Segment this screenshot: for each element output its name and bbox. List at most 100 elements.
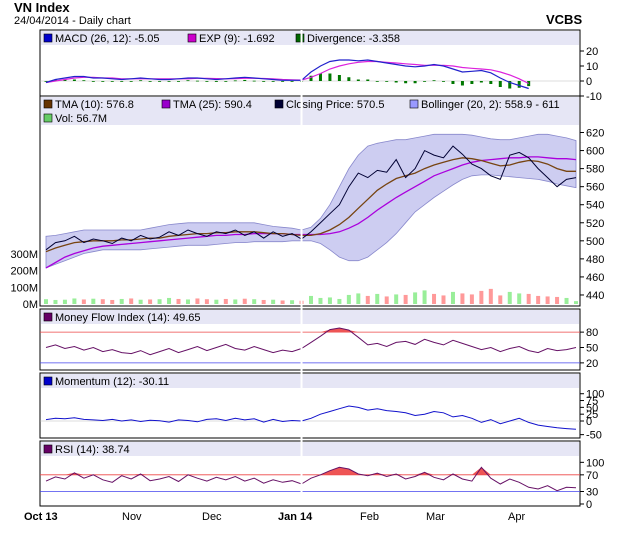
legend-swatch <box>43 113 53 123</box>
divergence-bar <box>110 81 114 82</box>
legend-swatch <box>409 99 419 109</box>
legend-label: TMA (10): 576.8 <box>55 99 134 111</box>
divergence-bar <box>356 79 360 81</box>
volume-bar <box>337 298 342 304</box>
volume-bar <box>72 298 77 304</box>
y-tick-label: 500 <box>586 236 604 248</box>
y-tick-label: -10 <box>586 91 602 103</box>
legend-swatch <box>295 33 305 43</box>
y-tick-label: -50 <box>586 430 602 442</box>
divergence-bar <box>470 81 474 84</box>
divergence-bar <box>460 81 464 86</box>
volume-bar <box>413 292 418 304</box>
divergence-bar <box>205 81 209 82</box>
divergence-bar <box>72 79 76 81</box>
volume-bar <box>469 294 474 304</box>
volume-bar <box>138 299 143 304</box>
x-tick-oct13: Oct 13 <box>24 511 58 523</box>
volume-bar <box>242 298 247 304</box>
legend-swatch <box>43 33 53 43</box>
volume-bar <box>261 299 266 304</box>
divergence-bar <box>375 81 379 82</box>
x-axis: Oct 13 Nov Dec Jan 14 Feb Mar Apr <box>24 511 525 523</box>
chart-subtitle: 24/04/2014 - Daily chart <box>14 15 131 27</box>
divergence-bar <box>101 81 105 82</box>
x-tick-feb: Feb <box>360 511 379 523</box>
tma10-line <box>45 157 576 253</box>
volume-bar <box>44 299 48 304</box>
volume-bar <box>365 295 370 304</box>
divergence-bar <box>347 77 351 81</box>
divergence-bar <box>517 81 521 88</box>
volume-bar <box>346 294 351 304</box>
rsi-line <box>45 466 577 492</box>
divergence-bar <box>290 81 294 82</box>
macd-line <box>45 59 529 90</box>
divergence-bar <box>309 75 313 81</box>
y-tick-label: 620 <box>586 128 604 140</box>
volume-bar <box>110 299 115 304</box>
x-tick-dec: Dec <box>202 511 222 523</box>
legend-band <box>41 31 579 45</box>
tma25-line <box>45 156 577 269</box>
divergence-bar <box>158 81 162 82</box>
panel-macd: MACD (26, 12): -5.05 EXP (9): -1.692 Diver… <box>39 29 602 103</box>
divergence-bar <box>479 81 483 83</box>
divergence-bar <box>148 81 152 82</box>
divergence-bar <box>337 75 341 81</box>
brand-label: VCBS <box>546 12 582 27</box>
divergence-bar <box>214 81 218 82</box>
volume-bar <box>432 293 437 304</box>
y-tick-label: 560 <box>586 182 604 194</box>
y-tick-label: 520 <box>586 218 604 230</box>
legend-label: Money Flow Index (14): 49.65 <box>55 312 201 324</box>
volume-bar <box>460 293 465 304</box>
legend-band <box>41 374 579 388</box>
panel-frame <box>39 95 581 307</box>
mfi-line <box>45 327 577 356</box>
divergence-bar <box>167 81 171 82</box>
legend-label: MACD (26, 12): -5.05 <box>55 33 160 45</box>
y-tick-label: 600 <box>586 146 604 158</box>
y-tick-label: 20 <box>586 46 598 58</box>
y-tick-label: 20 <box>586 358 598 370</box>
volume-bar <box>309 295 313 304</box>
y-tick-label: 30 <box>586 487 598 499</box>
volume-bar <box>290 300 295 304</box>
volume-bar <box>91 298 96 304</box>
y-tick-label: 0 <box>586 416 592 428</box>
legend-swatch <box>161 99 171 109</box>
divergence-bar <box>413 81 417 84</box>
volume-bar <box>574 301 578 304</box>
x-tick-jan14: Jan 14 <box>278 511 313 523</box>
volume-bar <box>62 299 67 304</box>
legend-band <box>41 442 579 456</box>
x-tick-mar: Mar <box>426 511 445 523</box>
volume-tick-label: 100M <box>10 282 38 294</box>
volume-bar <box>403 294 408 304</box>
legend-swatch <box>187 33 197 43</box>
divergence-bar <box>451 81 455 84</box>
legend-band <box>41 310 579 324</box>
panels: MACD (26, 12): -5.05 EXP (9): -1.692 Diver… <box>10 29 604 511</box>
chart-title: VN Index <box>14 0 70 15</box>
momentum-line <box>45 405 577 430</box>
y-tick-label: 440 <box>586 290 604 302</box>
divergence-bar <box>63 79 67 81</box>
volume-bar <box>479 290 484 304</box>
divergence-bar <box>366 79 370 81</box>
volume-bar <box>214 299 219 304</box>
divergence-bar <box>404 81 408 84</box>
volume-bar <box>536 295 541 304</box>
divergence-bar <box>82 80 86 82</box>
volume-bar <box>517 293 522 304</box>
volume-bar <box>100 299 105 304</box>
volume-bar <box>252 299 257 304</box>
divergence-bar <box>394 81 398 83</box>
divergence-bar <box>318 73 322 81</box>
volume-bar <box>498 295 503 304</box>
y-tick-label: 580 <box>586 164 604 176</box>
divergence-bar <box>328 73 332 81</box>
